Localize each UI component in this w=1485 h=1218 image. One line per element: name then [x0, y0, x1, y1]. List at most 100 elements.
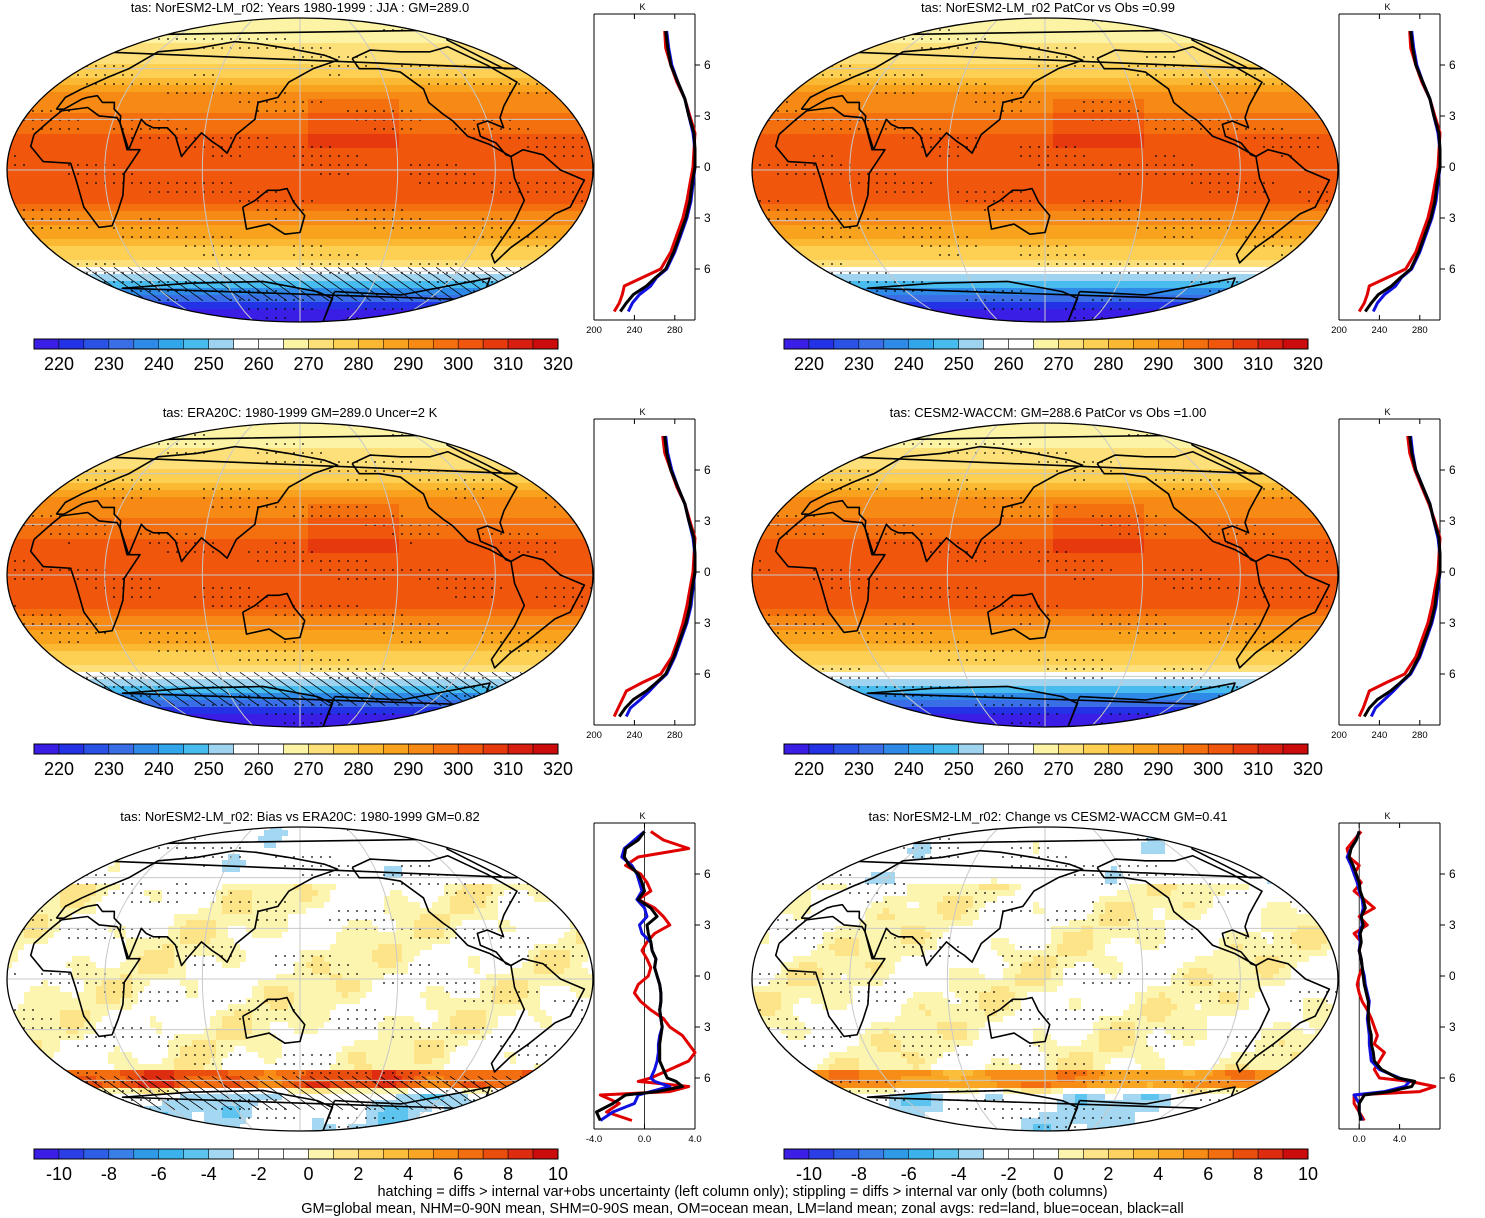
- map-cell: [532, 204, 539, 211]
- stipple-dot: [167, 38, 169, 40]
- map-cell: [91, 18, 98, 22]
- map-cell: [294, 155, 301, 162]
- map-cell: [406, 260, 413, 267]
- map-cell: [794, 22, 801, 29]
- map-cell: [560, 29, 567, 36]
- map-cell: [161, 106, 168, 113]
- map-cell: [497, 92, 504, 99]
- stipple-dot: [230, 155, 232, 157]
- stipple-dot: [149, 137, 151, 139]
- map-cell: [42, 113, 49, 120]
- map-cell: [175, 253, 182, 260]
- map-cell: [427, 148, 434, 155]
- map-cell: [161, 274, 168, 281]
- map-cell: [406, 148, 413, 155]
- map-cell: [70, 204, 77, 211]
- map-cell: [182, 64, 189, 71]
- map-cell: [857, 22, 864, 29]
- map-cell: [567, 253, 574, 260]
- map-cell: [420, 190, 427, 197]
- map-cell: [140, 155, 147, 162]
- map-cell: [532, 323, 539, 325]
- map-cell: [35, 120, 42, 127]
- map-cell: [441, 99, 448, 106]
- map-cell: [147, 316, 154, 322]
- map-cell: [371, 113, 378, 120]
- map-cell: [7, 309, 14, 316]
- map-cell: [175, 92, 182, 99]
- map-cell: [245, 183, 252, 190]
- map-cell: [0, 316, 7, 323]
- map-cell: [1186, 22, 1193, 29]
- map-cell: [231, 36, 238, 43]
- stipple-dot: [338, 74, 340, 76]
- map-cell: [476, 78, 483, 85]
- map-cell: [560, 18, 567, 22]
- stipple-dot: [230, 83, 232, 85]
- map-cell: [77, 260, 84, 267]
- map-cell: [7, 155, 14, 162]
- map-cell: [98, 29, 105, 36]
- map-cell: [497, 218, 504, 225]
- map-cell: [504, 323, 511, 325]
- map-cell: [399, 78, 406, 85]
- map-cell: [476, 260, 483, 267]
- map-cell: [126, 239, 133, 246]
- map-cell: [259, 239, 266, 246]
- map-cell: [315, 260, 322, 267]
- map-cell: [455, 197, 462, 204]
- map-cell: [546, 211, 553, 218]
- map-cell: [462, 155, 469, 162]
- map-cell: [245, 64, 252, 71]
- map-cell: [175, 148, 182, 155]
- map-cell: [906, 18, 913, 22]
- map-cell: [56, 50, 63, 57]
- map-cell: [560, 253, 567, 260]
- map-cell: [1228, 22, 1235, 29]
- map-cell: [455, 92, 462, 99]
- map-cell: [455, 106, 462, 113]
- colorbar-swatch: [432, 338, 459, 350]
- stipple-dot: [77, 227, 79, 229]
- map-cell: [196, 246, 203, 253]
- map-cell: [189, 36, 196, 43]
- map-cell: [294, 253, 301, 260]
- map-cell: [392, 113, 399, 120]
- map-cell: [126, 141, 133, 148]
- map-cell: [42, 309, 49, 316]
- map-cell: [175, 218, 182, 225]
- map-cell: [308, 71, 315, 78]
- map-cell: [413, 71, 420, 78]
- map-cell: [525, 106, 532, 113]
- map-cell: [294, 316, 301, 322]
- map-cell: [329, 246, 336, 253]
- map-cell: [329, 169, 336, 176]
- map-cell: [287, 113, 294, 120]
- map-cell: [28, 99, 35, 106]
- map-cell: [84, 113, 91, 120]
- map-cell: [77, 176, 84, 183]
- map-cell: [112, 120, 119, 127]
- map-cell: [301, 113, 308, 120]
- map-cell: [259, 78, 266, 85]
- map-cell: [497, 127, 504, 134]
- map-cell: [245, 113, 252, 120]
- map-cell: [266, 113, 273, 120]
- stipple-dot: [572, 182, 574, 184]
- map-cell: [63, 190, 70, 197]
- map-cell: [532, 99, 539, 106]
- map-cell: [203, 190, 210, 197]
- map-cell: [91, 134, 98, 141]
- map-cell: [266, 274, 273, 281]
- map-cell: [364, 85, 371, 92]
- stipple-dot: [176, 182, 178, 184]
- map-cell: [406, 64, 413, 71]
- stipple-dot: [419, 272, 421, 274]
- map-cell: [77, 113, 84, 120]
- map-cell: [455, 176, 462, 183]
- map-cell: [343, 218, 350, 225]
- map-cell: [497, 267, 504, 274]
- map-cell: [203, 92, 210, 99]
- map-cell: [448, 302, 455, 309]
- map-cell: [871, 22, 878, 29]
